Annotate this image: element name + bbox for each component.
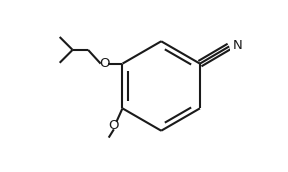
Text: O: O bbox=[109, 119, 119, 132]
Text: O: O bbox=[99, 57, 110, 70]
Text: N: N bbox=[233, 39, 243, 52]
